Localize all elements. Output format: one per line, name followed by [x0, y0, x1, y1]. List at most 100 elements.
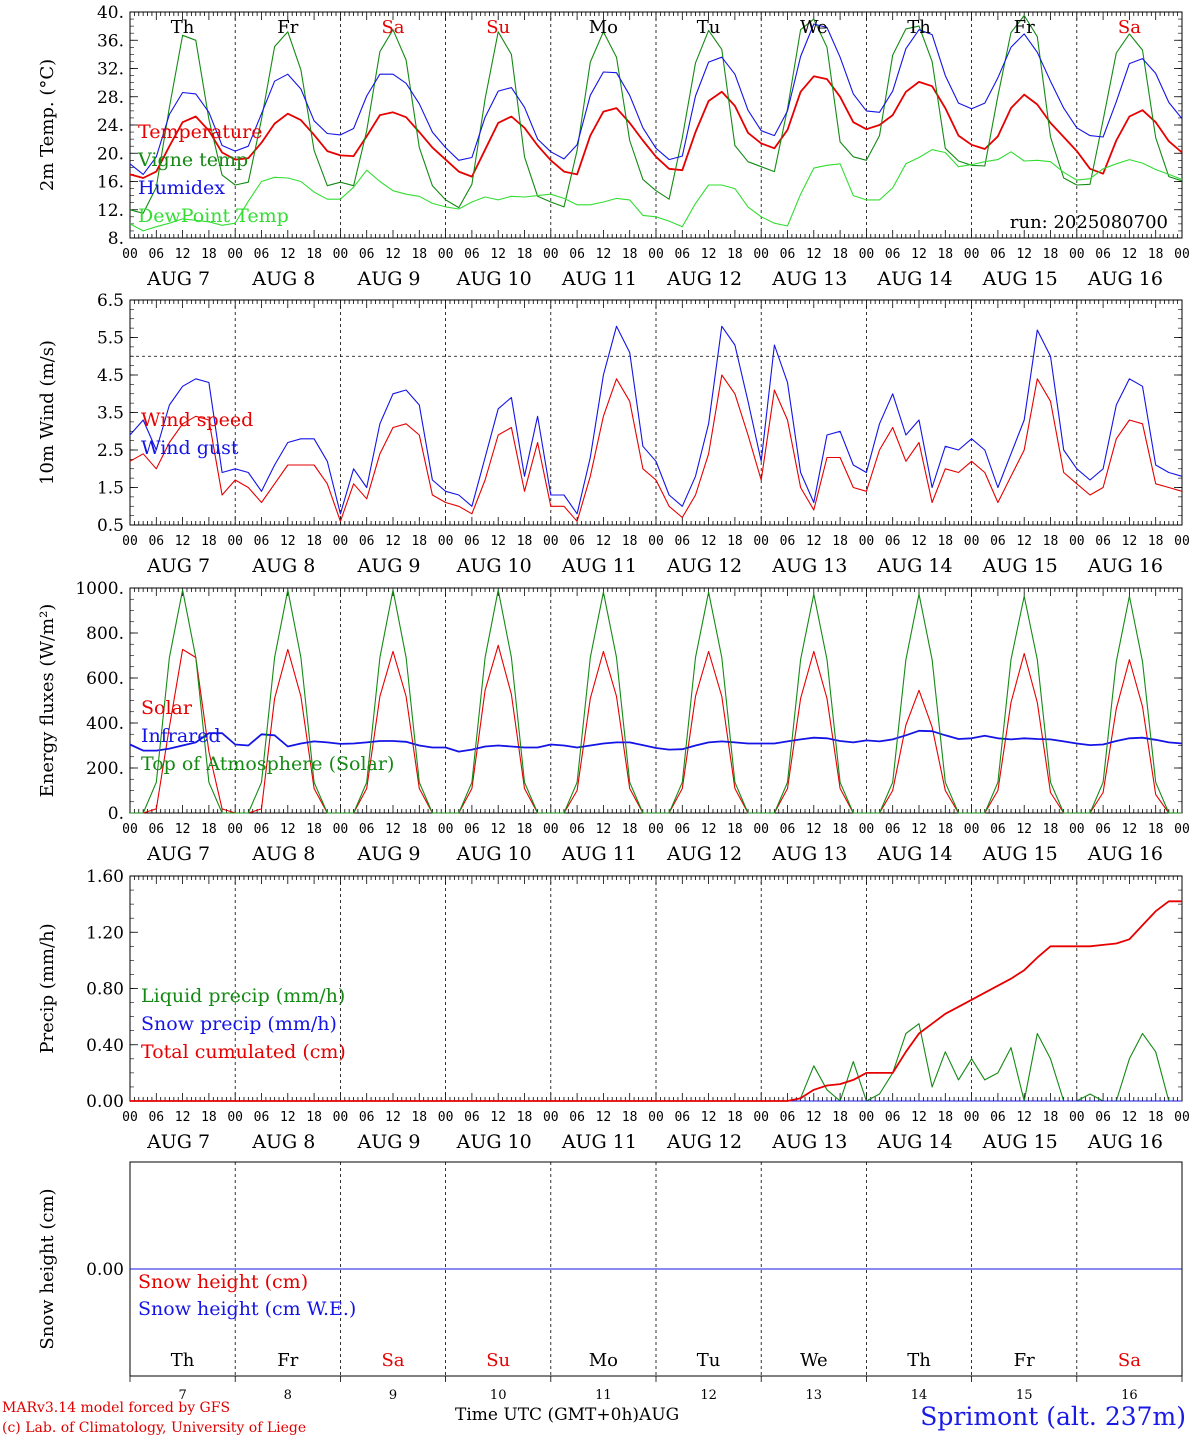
hour-tick-label: 18 [622, 1110, 638, 1125]
hour-tick-label: 12 [596, 1110, 612, 1125]
hour-tick-label: 12 [1122, 534, 1138, 549]
date-label: AUG 11 [561, 555, 637, 577]
day-number-label: 16 [1121, 1388, 1138, 1403]
day-number-label: 11 [595, 1388, 612, 1403]
hour-tick-label: 06 [569, 247, 585, 262]
hour-tick-label: 00 [333, 534, 349, 549]
hour-tick-label: 06 [148, 247, 164, 262]
legend-entry: Liquid precip (mm/h) [141, 985, 345, 1007]
series-line-vigne-temp [129, 14, 1183, 214]
hour-tick-label: 00 [227, 822, 243, 837]
hour-tick-label: 06 [569, 822, 585, 837]
hour-tick-label: 18 [832, 247, 848, 262]
hour-tick-label: 00 [543, 247, 559, 262]
hour-tick-label: 18 [306, 534, 322, 549]
hour-tick-label: 00 [1174, 534, 1190, 549]
y-tick-label: 12. [97, 201, 124, 221]
hour-tick-label: 12 [385, 1110, 401, 1125]
series-line-top-of-atmosphere-solar- [130, 589, 1182, 814]
hour-tick-label: 00 [333, 247, 349, 262]
hour-tick-label: 00 [122, 1110, 138, 1125]
hour-tick-label: 00 [753, 822, 769, 837]
hour-tick-label: 00 [1174, 822, 1190, 837]
hour-tick-label: 06 [1095, 822, 1111, 837]
hour-tick-label: 18 [832, 534, 848, 549]
hour-tick-label: 00 [753, 247, 769, 262]
hour-tick-label: 06 [885, 822, 901, 837]
weekday-label: Mo [589, 1350, 618, 1371]
y-axis-label: Snow height (cm) [37, 1188, 58, 1349]
legend-entry: Top of Atmosphere (Solar) [141, 753, 394, 775]
hour-tick-label: 00 [122, 534, 138, 549]
hour-tick-label: 12 [175, 534, 191, 549]
y-tick-label: 0.40 [86, 1036, 124, 1056]
legend-entry: Snow height (cm W.E.) [138, 1298, 356, 1320]
panel-temp: 8. 12. 16. 20. 24. 28. 32. 36. 40. 2m Temp. (°C) T… [37, 3, 1190, 290]
date-label: AUG 12 [666, 843, 742, 865]
hour-tick-label: 06 [780, 534, 796, 549]
date-label: AUG 15 [982, 843, 1058, 865]
hour-tick-label: 12 [490, 247, 506, 262]
hour-tick-label: 18 [1043, 1110, 1059, 1125]
hour-tick-label: 18 [306, 247, 322, 262]
hour-tick-label: 18 [1043, 534, 1059, 549]
hour-tick-label: 00 [648, 534, 664, 549]
weekday-label: Sa [1118, 17, 1141, 38]
y-tick-label: 4.5 [97, 366, 124, 386]
hour-tick-label: 06 [780, 822, 796, 837]
series-line-dewpoint-temp [129, 149, 1183, 232]
date-label: AUG 7 [146, 843, 210, 865]
hour-tick-label: 06 [885, 247, 901, 262]
hour-tick-label: 00 [859, 534, 875, 549]
date-label: AUG 15 [982, 1131, 1058, 1153]
y-tick-label: 3.5 [97, 404, 124, 424]
hour-tick-label: 18 [1043, 247, 1059, 262]
hour-tick-label: 00 [1174, 247, 1190, 262]
hour-tick-label: 06 [148, 1110, 164, 1125]
hour-tick-label: 00 [859, 247, 875, 262]
day-number-label: 13 [806, 1388, 823, 1403]
hour-tick-label: 18 [201, 822, 217, 837]
date-label: AUG 14 [876, 1131, 952, 1153]
hour-tick-label: 18 [727, 1110, 743, 1125]
y-tick-label: 28. [97, 88, 124, 108]
hour-tick-label: 18 [622, 822, 638, 837]
y-tick-label: 2.5 [97, 441, 124, 461]
hour-tick-label: 12 [911, 822, 927, 837]
hour-tick-label: 18 [937, 534, 953, 549]
hour-tick-label: 12 [911, 247, 927, 262]
y-tick-label: 20. [97, 144, 124, 164]
date-label: AUG 14 [876, 268, 952, 290]
date-label: AUG 10 [456, 268, 532, 290]
series-line-wind-gust [129, 325, 1183, 515]
hour-tick-label: 06 [148, 822, 164, 837]
hour-tick-label: 12 [596, 247, 612, 262]
y-tick-label: 0.80 [86, 980, 124, 1000]
y-tick-label: 8. [108, 229, 124, 249]
date-label: AUG 9 [356, 268, 420, 290]
hour-tick-label: 00 [1069, 534, 1085, 549]
weekday-label: Th [907, 1350, 931, 1371]
hour-tick-label: 00 [122, 822, 138, 837]
date-label: AUG 8 [251, 1131, 315, 1153]
hour-tick-label: 06 [780, 247, 796, 262]
weekday-label: Sa [381, 17, 404, 38]
run-label: run: 2025080700 [1010, 212, 1168, 233]
hour-tick-label: 18 [517, 247, 533, 262]
hour-tick-label: 12 [911, 534, 927, 549]
hour-tick-label: 06 [885, 534, 901, 549]
hour-tick-label: 06 [254, 1110, 270, 1125]
hour-tick-label: 12 [175, 247, 191, 262]
y-axis-label: Precip (mm/h) [37, 923, 58, 1053]
date-label: AUG 14 [876, 555, 952, 577]
weekday-label: Fr [1014, 17, 1035, 38]
hour-tick-label: 12 [385, 534, 401, 549]
date-label: AUG 15 [982, 555, 1058, 577]
hour-tick-label: 12 [175, 822, 191, 837]
date-label: AUG 8 [251, 268, 315, 290]
hour-tick-label: 00 [1069, 1110, 1085, 1125]
hour-tick-label: 00 [648, 822, 664, 837]
y-tick-label: 1.20 [86, 923, 124, 943]
date-label: AUG 16 [1087, 1131, 1163, 1153]
hour-tick-label: 00 [964, 534, 980, 549]
